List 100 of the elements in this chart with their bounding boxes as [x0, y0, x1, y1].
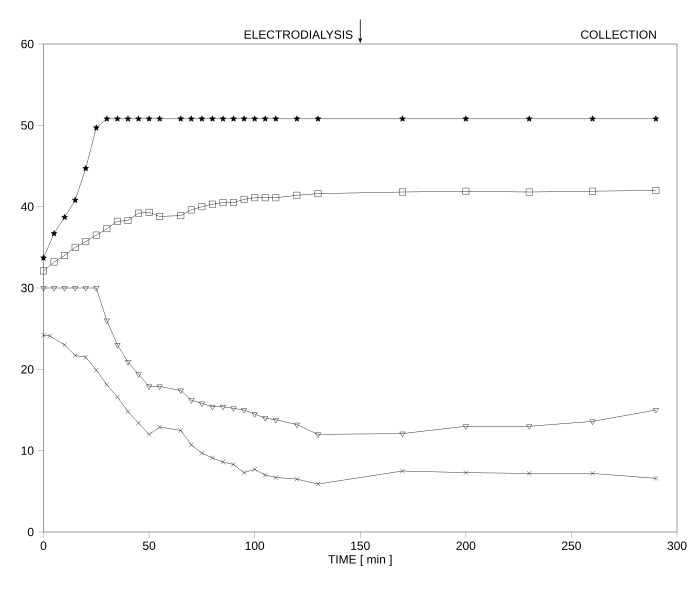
x-tick-label: 300	[667, 542, 687, 550]
point	[294, 115, 300, 122]
point	[114, 394, 120, 400]
point	[653, 476, 658, 481]
point	[157, 424, 162, 430]
point	[209, 115, 216, 122]
point	[136, 372, 142, 378]
point	[526, 470, 532, 476]
x-tick-label: 150	[351, 542, 370, 550]
point	[50, 258, 58, 266]
point	[92, 232, 100, 239]
x-tick-label: 0	[40, 542, 46, 550]
point	[589, 115, 596, 122]
point	[198, 115, 206, 122]
point	[220, 199, 226, 206]
point	[40, 254, 47, 261]
point	[177, 212, 184, 219]
point	[209, 200, 216, 208]
point	[241, 408, 248, 414]
point	[146, 208, 152, 216]
point	[103, 225, 110, 232]
point	[199, 450, 204, 456]
point	[146, 115, 152, 122]
point	[104, 318, 110, 324]
point	[82, 286, 89, 292]
point	[316, 482, 320, 486]
point	[93, 286, 100, 292]
text: ELECTRODIALYSIS	[244, 30, 353, 39]
point	[93, 124, 100, 131]
point	[51, 286, 58, 292]
point	[526, 424, 532, 430]
point	[252, 466, 258, 472]
point	[220, 460, 226, 465]
y-tick-label: 40	[20, 202, 34, 211]
point	[400, 468, 405, 474]
point	[526, 188, 533, 196]
point	[272, 418, 279, 424]
point	[240, 115, 248, 122]
point	[62, 286, 68, 292]
point	[135, 210, 142, 217]
point	[188, 115, 195, 122]
point	[83, 354, 88, 360]
x-axis-title: TIME [ min ]	[328, 554, 392, 566]
point	[136, 420, 141, 426]
point	[146, 432, 152, 437]
point	[399, 115, 406, 122]
point	[61, 252, 68, 259]
point	[590, 470, 595, 476]
point	[146, 384, 152, 390]
point	[294, 422, 300, 428]
point	[126, 409, 130, 414]
point	[156, 384, 163, 390]
point	[188, 398, 194, 404]
point	[294, 192, 300, 199]
point	[178, 388, 184, 394]
point	[220, 404, 226, 410]
x-tick-label: 200	[456, 542, 476, 550]
point	[462, 188, 470, 195]
point	[262, 194, 269, 202]
point	[114, 343, 120, 348]
point	[104, 382, 110, 388]
point	[272, 115, 280, 122]
x-tick-label: 100	[246, 542, 264, 550]
point	[72, 196, 78, 203]
point	[314, 115, 322, 122]
point	[156, 115, 163, 122]
point	[463, 470, 468, 476]
point	[178, 428, 184, 433]
point	[72, 286, 78, 292]
point	[526, 115, 532, 122]
point	[230, 115, 237, 122]
point	[589, 188, 596, 195]
point	[135, 115, 142, 122]
point	[210, 456, 215, 460]
point	[188, 442, 194, 448]
point	[156, 213, 164, 220]
point	[462, 424, 469, 430]
point	[124, 217, 132, 224]
point	[209, 404, 216, 410]
point	[314, 190, 322, 198]
point	[124, 115, 132, 122]
point	[188, 206, 195, 214]
text: COLLECTION	[581, 30, 656, 39]
point	[240, 196, 248, 203]
point	[315, 432, 321, 438]
y-tick-label: 0	[28, 528, 34, 536]
point	[82, 165, 89, 172]
point	[62, 342, 68, 348]
point	[125, 360, 131, 366]
y-tick-label: 60	[21, 40, 34, 48]
point	[198, 203, 206, 210]
point	[652, 115, 660, 122]
point	[198, 402, 205, 407]
point	[462, 115, 470, 122]
point	[220, 115, 226, 122]
point	[72, 353, 78, 358]
point	[50, 230, 58, 236]
point	[104, 115, 110, 122]
point	[294, 476, 300, 482]
point	[231, 462, 236, 467]
